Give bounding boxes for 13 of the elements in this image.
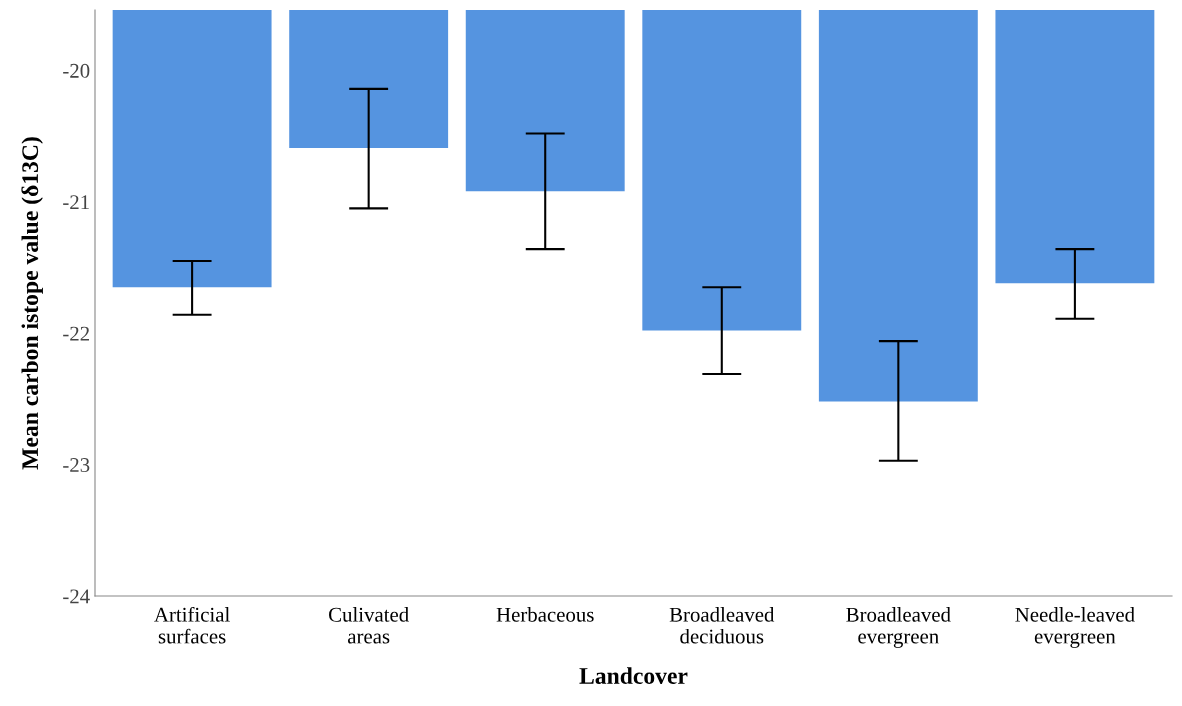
x-tick-label: Broadleaved deciduous [669,607,775,644]
y-tick-label: -20 [63,63,90,78]
x-tick-label: Culivated areas [329,607,409,644]
x-tick-label: Needle-leaved evergreen [1015,607,1135,648]
y-tick-label: -24 [63,589,90,604]
y-tick-label: -22 [63,326,89,341]
x-tick-label: Broadleaved evergreen [846,607,951,648]
y-tick-label: -23 [63,458,90,473]
x-tick-label: Herbaceous [496,607,594,622]
y-axis-title: Mean carbon istope value (δ13C) [21,137,43,470]
x-tick-label: Artificial surfaces [154,606,230,644]
y-tick-label: -21 [63,195,89,210]
x-axis-title: Landcover [579,667,688,684]
